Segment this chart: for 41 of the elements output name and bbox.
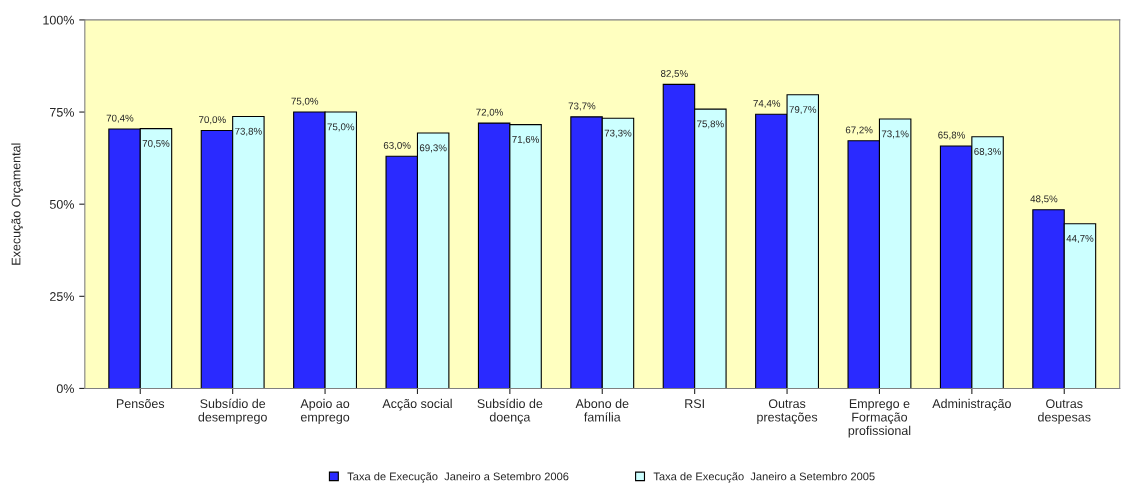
data-label: 73,7% [568,102,596,111]
data-label: 70,4% [106,114,134,123]
data-label: 67,2% [845,126,873,135]
data-label: 73,3% [604,129,632,138]
data-label: 74,4% [753,99,781,108]
data-label: 82,5% [660,70,688,79]
data-label: 70,0% [199,116,226,125]
data-label: 65,8% [938,131,965,140]
legend-label: Taxa de Execução Janeiro a Setembro 2006 [347,472,569,483]
data-label: 68,3% [974,148,1001,157]
data-label: 72,0% [476,108,503,117]
data-label: 48,5% [1030,195,1058,204]
data-label: 73,1% [881,130,909,139]
data-label: 44,7% [1066,235,1094,244]
x-tick-label: Outras prestações [757,399,818,425]
legend-label: Taxa de Execução Janeiro a Setembro 2005 [653,472,875,483]
x-tick-label: Apoio ao emprego [300,398,350,424]
data-label: 71,6% [512,135,539,144]
y-tick-label: 25% [50,292,74,301]
data-label: 63,0% [383,141,411,150]
data-label: 75,8% [697,120,724,129]
data-label: 70,5% [142,139,170,148]
x-tick-label: Subsídio de doença [477,398,543,425]
x-tick-label: Pensões [116,398,165,409]
x-tick-label: Emprego e Formação profissional [848,399,911,438]
x-tick-label: Acção social [382,398,452,411]
y-tick-label: 100% [43,15,74,25]
data-label: 69,3% [419,144,447,153]
x-tick-label: Outras despesas [1038,399,1091,424]
y-tick-label: 75% [50,107,74,117]
data-label: 75,0% [291,97,319,106]
x-tick-label: RSI [685,399,704,409]
y-axis-title: Execução Orçamental [11,143,23,265]
data-label: 79,7% [789,106,817,115]
data-label: 75,0% [327,123,355,132]
x-tick-label: Administração [932,398,1011,411]
y-tick-label: 50% [49,199,74,209]
x-tick-label: Subsídio de desemprego [198,398,267,424]
data-label: 73,8% [235,127,262,136]
y-tick-label: 0% [56,384,74,394]
x-tick-label: Abono de família [575,398,629,422]
